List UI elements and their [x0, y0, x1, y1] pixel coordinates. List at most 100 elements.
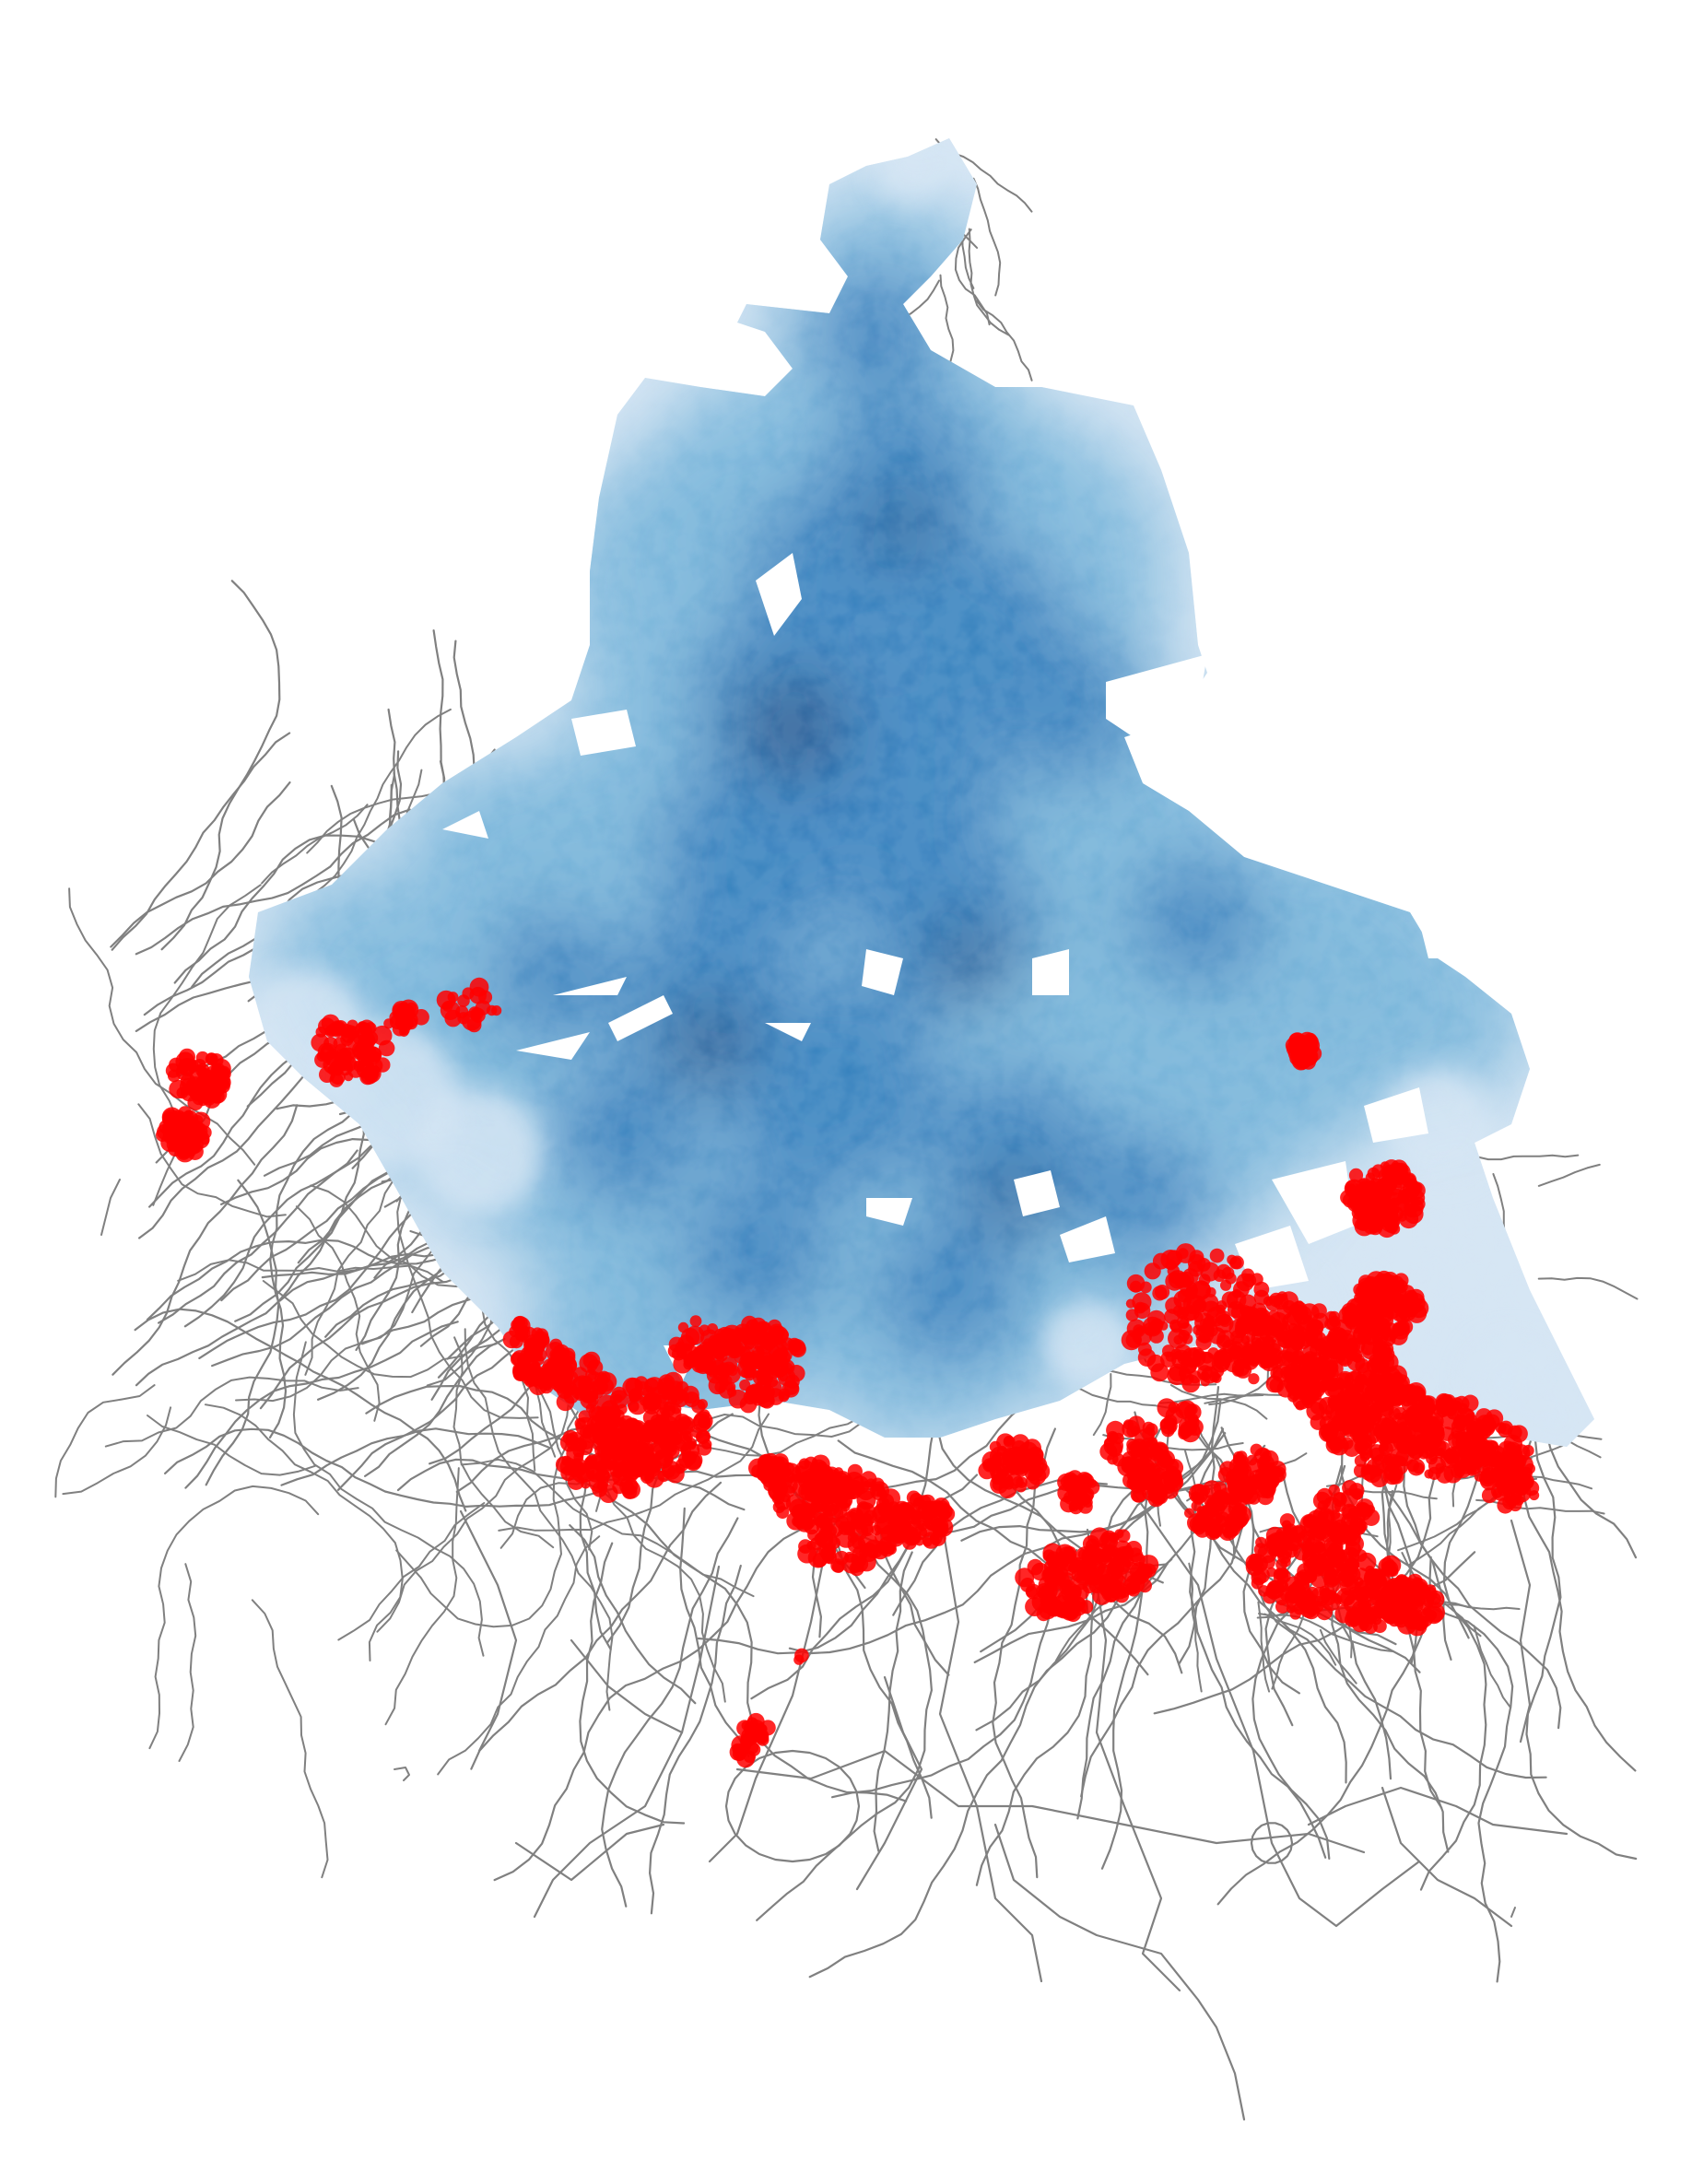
highlight-point — [587, 1359, 604, 1376]
highlight-point — [1191, 1491, 1201, 1501]
highlight-point — [1280, 1366, 1294, 1380]
road-segment — [292, 1341, 485, 1657]
highlight-point — [1388, 1566, 1399, 1577]
highlight-point — [1310, 1568, 1330, 1589]
highlight-point — [623, 1479, 634, 1489]
road-segment — [184, 1321, 459, 1489]
highlight-point — [1134, 1428, 1155, 1450]
highlight-point — [1215, 1309, 1231, 1326]
highway-segment — [855, 1675, 923, 1891]
highlight-point — [1129, 1462, 1144, 1475]
highlight-point — [1383, 1462, 1404, 1482]
highlight-point — [1381, 1286, 1394, 1299]
highlight-point — [1107, 1453, 1119, 1465]
highlight-point — [1144, 1262, 1161, 1280]
highlight-point — [520, 1326, 538, 1344]
highlight-point — [1303, 1368, 1317, 1382]
highlight-point — [205, 1052, 218, 1066]
highway-segment — [708, 1528, 831, 1863]
highlight-point — [1375, 1417, 1395, 1438]
highlight-point — [1126, 1426, 1138, 1438]
highlight-point — [1366, 1357, 1382, 1374]
highlight-point — [1202, 1300, 1220, 1319]
highlight-point — [1354, 1376, 1370, 1393]
highlight-point — [689, 1315, 702, 1327]
highlight-point — [594, 1468, 610, 1484]
highlight-point — [1059, 1572, 1075, 1588]
road-segment — [1263, 1613, 1337, 1666]
highlight-point — [780, 1359, 795, 1375]
highlight-point — [1184, 1286, 1198, 1300]
highlight-point — [1404, 1383, 1417, 1396]
road-segment — [111, 732, 291, 951]
highlight-point — [1153, 1442, 1168, 1457]
highlight-point — [590, 1452, 607, 1471]
highlight-point — [572, 1445, 585, 1458]
highlight-point — [1251, 1337, 1263, 1348]
road-segment — [158, 1149, 358, 1324]
highlight-point — [1189, 1250, 1204, 1265]
highway-segment — [1307, 1786, 1569, 1836]
road-segment — [1271, 1604, 1308, 1690]
highlight-point — [657, 1377, 676, 1396]
road-segment — [493, 1493, 852, 1882]
highlight-point — [1383, 1178, 1398, 1192]
highlight-point — [743, 1750, 757, 1763]
road-segment — [1100, 1471, 1155, 1870]
highlight-point — [621, 1436, 638, 1452]
highlight-point — [1169, 1319, 1181, 1332]
highlight-point — [534, 1334, 547, 1348]
highlight-point — [1369, 1444, 1385, 1461]
highlight-point — [684, 1391, 700, 1408]
road-segment — [178, 1563, 197, 1762]
highlight-point — [1301, 1036, 1321, 1055]
road-segment — [205, 1179, 280, 1486]
highlight-point — [914, 1536, 924, 1546]
road-segment — [649, 1564, 742, 1915]
highlight-point — [1352, 1195, 1366, 1209]
highlight-point — [1310, 1344, 1322, 1356]
highlight-point — [1283, 1534, 1300, 1551]
highlight-point — [1251, 1310, 1270, 1330]
highlight-point — [347, 1034, 365, 1053]
road-segment — [1170, 1491, 1547, 1779]
highlight-point — [1363, 1217, 1380, 1235]
highlight-point — [1134, 1302, 1151, 1320]
highlight-point — [1060, 1475, 1073, 1488]
highlight-point — [620, 1422, 630, 1432]
highlight-point — [912, 1497, 925, 1509]
highway-segment — [459, 1509, 518, 1753]
highlight-point — [828, 1536, 840, 1549]
highlight-point — [1211, 1373, 1222, 1383]
road-segment — [954, 229, 991, 326]
highlight-point — [1269, 1378, 1285, 1393]
highlight-point — [325, 1025, 337, 1037]
density-gap — [765, 1023, 811, 1041]
highlight-point — [713, 1336, 725, 1349]
highlight-point — [1160, 1250, 1181, 1270]
highlight-point — [1311, 1601, 1324, 1613]
highlight-point — [1513, 1455, 1533, 1475]
highlight-point — [1068, 1500, 1084, 1515]
road-segment — [164, 1427, 615, 1508]
highlight-point — [785, 1494, 805, 1514]
highlight-point — [174, 1117, 192, 1135]
road-segment — [561, 1469, 908, 1802]
highlight-point — [739, 1345, 755, 1361]
highlight-point — [1150, 1363, 1169, 1382]
highlight-point — [581, 1391, 593, 1403]
highlight-point — [807, 1547, 828, 1568]
highlight-point — [849, 1509, 859, 1520]
highlight-point — [631, 1388, 643, 1400]
road-segment — [1522, 1436, 1637, 1772]
highlight-point — [1185, 1346, 1206, 1368]
highlight-point — [783, 1477, 793, 1487]
highlight-point — [739, 1379, 751, 1391]
highlight-point — [1518, 1473, 1534, 1490]
road-segment — [470, 1481, 723, 1770]
highlight-point — [1291, 1304, 1309, 1321]
highlight-point — [1358, 1616, 1373, 1632]
road-fragment — [1510, 1907, 1516, 1918]
density-gap — [1060, 1216, 1115, 1262]
